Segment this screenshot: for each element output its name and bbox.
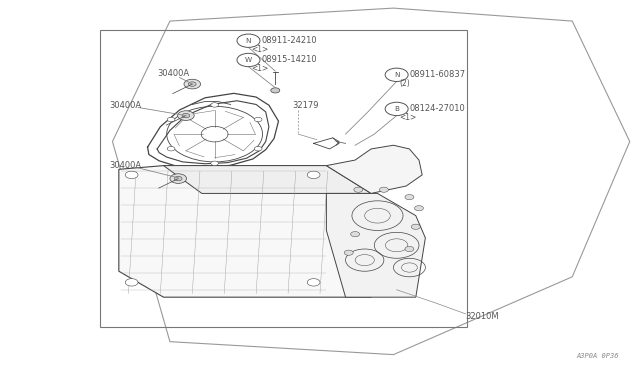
Circle shape [254,147,262,151]
Polygon shape [113,8,630,355]
Text: <1>: <1> [251,64,268,73]
Circle shape [237,34,260,47]
Circle shape [184,79,200,89]
Text: 30400A: 30400A [157,69,189,78]
Polygon shape [326,193,426,297]
Circle shape [237,53,260,67]
Polygon shape [119,166,371,297]
Circle shape [125,279,138,286]
Circle shape [405,246,414,251]
Text: (2): (2) [399,79,410,88]
Circle shape [254,117,262,122]
Circle shape [351,232,360,237]
Circle shape [174,176,182,181]
Polygon shape [164,166,371,193]
Text: W: W [245,57,252,63]
Text: N: N [394,72,399,78]
Circle shape [211,161,218,166]
Text: 32010M: 32010M [466,312,499,321]
Circle shape [415,206,424,211]
Circle shape [354,187,363,192]
Text: 32179: 32179 [292,102,319,110]
Text: A3P0A 0P36: A3P0A 0P36 [577,353,619,359]
Circle shape [412,224,420,230]
Circle shape [307,171,320,179]
Text: 08124-27010: 08124-27010 [410,105,465,113]
Circle shape [344,250,353,255]
Text: B: B [394,106,399,112]
Circle shape [307,279,320,286]
Text: 08911-24210: 08911-24210 [261,36,317,45]
Text: 30400A: 30400A [109,161,141,170]
Circle shape [170,174,186,183]
Text: <1>: <1> [399,113,417,122]
Circle shape [182,113,189,118]
Circle shape [385,102,408,116]
Circle shape [271,88,280,93]
Circle shape [167,147,175,151]
Circle shape [177,111,194,121]
Text: 08911-60837: 08911-60837 [410,70,465,79]
Circle shape [211,103,218,107]
Circle shape [405,195,414,200]
Bar [100,31,467,327]
Text: 30400A: 30400A [109,101,141,110]
Circle shape [188,82,196,86]
Circle shape [125,171,138,179]
Text: <1>: <1> [251,45,268,54]
Circle shape [385,68,408,81]
Text: N: N [246,38,252,44]
Text: 08915-14210: 08915-14210 [261,55,317,64]
Polygon shape [326,145,422,193]
Circle shape [380,187,388,192]
Circle shape [167,117,175,122]
